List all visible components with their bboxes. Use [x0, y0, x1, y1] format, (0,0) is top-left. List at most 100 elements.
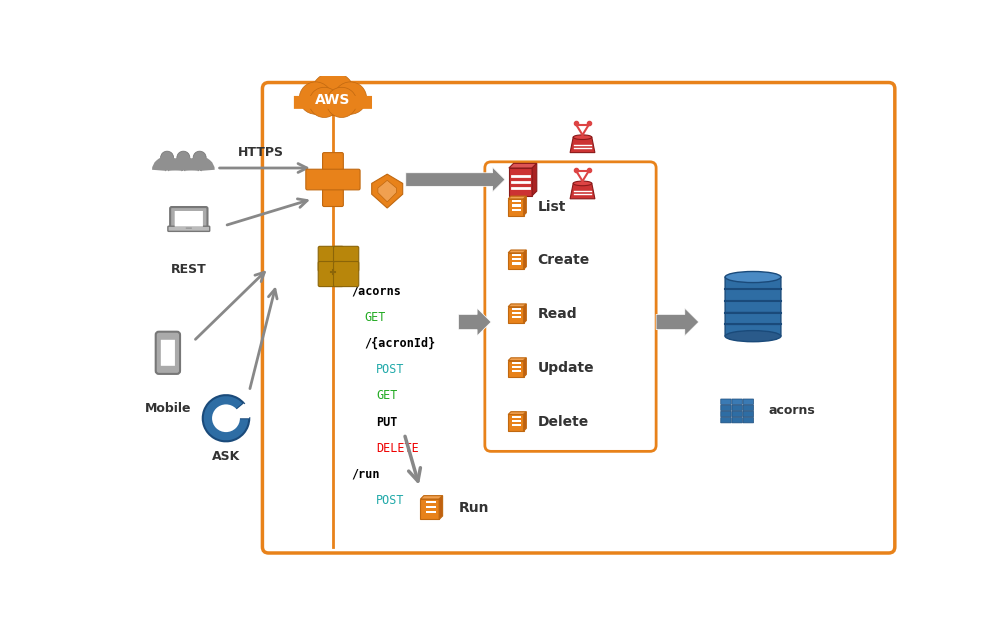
- Polygon shape: [378, 180, 397, 202]
- FancyBboxPatch shape: [743, 399, 754, 404]
- Text: Update: Update: [537, 361, 594, 375]
- Polygon shape: [523, 412, 526, 431]
- Circle shape: [160, 151, 173, 164]
- Text: acorns: acorns: [769, 404, 816, 417]
- Polygon shape: [508, 358, 526, 360]
- Ellipse shape: [725, 272, 781, 283]
- Polygon shape: [523, 250, 526, 270]
- Text: Mobile: Mobile: [144, 402, 191, 415]
- Circle shape: [177, 151, 190, 164]
- Text: Create: Create: [537, 253, 590, 267]
- Circle shape: [309, 88, 340, 117]
- Wedge shape: [202, 395, 249, 442]
- FancyBboxPatch shape: [720, 411, 731, 416]
- Polygon shape: [512, 263, 521, 265]
- FancyBboxPatch shape: [725, 289, 781, 301]
- FancyBboxPatch shape: [170, 207, 207, 230]
- Polygon shape: [459, 308, 491, 336]
- FancyBboxPatch shape: [720, 399, 731, 404]
- Polygon shape: [512, 424, 521, 427]
- Text: POST: POST: [377, 494, 405, 507]
- Polygon shape: [426, 506, 436, 508]
- FancyBboxPatch shape: [306, 169, 360, 190]
- Polygon shape: [508, 199, 523, 215]
- FancyBboxPatch shape: [743, 405, 754, 411]
- Polygon shape: [406, 167, 505, 192]
- Text: /{acronId}: /{acronId}: [364, 337, 435, 350]
- Circle shape: [300, 82, 332, 114]
- Polygon shape: [512, 362, 521, 364]
- Polygon shape: [508, 412, 526, 415]
- Polygon shape: [512, 204, 521, 207]
- Ellipse shape: [573, 135, 592, 139]
- Text: AWS: AWS: [316, 93, 351, 107]
- FancyBboxPatch shape: [155, 332, 180, 374]
- FancyBboxPatch shape: [731, 418, 742, 423]
- Polygon shape: [512, 370, 521, 372]
- Circle shape: [212, 404, 239, 432]
- Polygon shape: [421, 499, 439, 519]
- Polygon shape: [512, 200, 521, 202]
- Text: List: List: [537, 200, 566, 214]
- Polygon shape: [509, 163, 537, 168]
- FancyBboxPatch shape: [319, 261, 344, 287]
- FancyBboxPatch shape: [720, 418, 731, 423]
- Polygon shape: [439, 496, 443, 519]
- Polygon shape: [508, 304, 526, 307]
- FancyBboxPatch shape: [743, 418, 754, 423]
- FancyBboxPatch shape: [725, 324, 781, 336]
- FancyBboxPatch shape: [731, 405, 742, 411]
- FancyBboxPatch shape: [725, 277, 781, 289]
- Ellipse shape: [725, 331, 781, 341]
- Text: HTTPS: HTTPS: [237, 146, 284, 159]
- Circle shape: [334, 82, 367, 114]
- Polygon shape: [512, 312, 521, 314]
- Polygon shape: [523, 358, 526, 377]
- Text: GET: GET: [364, 311, 386, 324]
- Polygon shape: [512, 420, 521, 422]
- FancyBboxPatch shape: [720, 405, 731, 411]
- FancyBboxPatch shape: [485, 162, 656, 451]
- Polygon shape: [372, 174, 403, 208]
- FancyBboxPatch shape: [161, 340, 175, 366]
- Polygon shape: [512, 366, 521, 368]
- Text: POST: POST: [377, 364, 405, 376]
- FancyBboxPatch shape: [174, 211, 202, 227]
- Circle shape: [193, 151, 206, 164]
- Polygon shape: [532, 163, 537, 196]
- Polygon shape: [508, 250, 526, 253]
- Polygon shape: [512, 316, 521, 318]
- Polygon shape: [570, 137, 595, 152]
- Polygon shape: [508, 415, 523, 431]
- FancyBboxPatch shape: [334, 261, 359, 287]
- Polygon shape: [426, 501, 436, 503]
- Wedge shape: [226, 403, 249, 418]
- Circle shape: [312, 72, 355, 115]
- Polygon shape: [508, 253, 523, 270]
- Text: Delete: Delete: [537, 415, 589, 429]
- Text: GET: GET: [377, 389, 398, 403]
- Polygon shape: [512, 209, 521, 210]
- FancyBboxPatch shape: [725, 312, 781, 324]
- Text: Read: Read: [537, 307, 577, 321]
- FancyBboxPatch shape: [263, 83, 895, 553]
- Polygon shape: [512, 258, 521, 260]
- Text: REST: REST: [171, 263, 206, 276]
- Text: /acorns: /acorns: [352, 285, 402, 298]
- FancyBboxPatch shape: [743, 411, 754, 416]
- Circle shape: [327, 88, 357, 117]
- FancyBboxPatch shape: [725, 301, 781, 312]
- Polygon shape: [523, 304, 526, 323]
- Text: Run: Run: [459, 501, 489, 515]
- Polygon shape: [512, 416, 521, 418]
- FancyBboxPatch shape: [731, 399, 742, 404]
- Polygon shape: [509, 168, 532, 196]
- Polygon shape: [570, 183, 595, 199]
- FancyBboxPatch shape: [334, 246, 359, 272]
- Text: DELETE: DELETE: [377, 442, 419, 455]
- FancyBboxPatch shape: [323, 152, 344, 207]
- Polygon shape: [426, 511, 436, 513]
- Text: ASK: ASK: [211, 450, 240, 463]
- FancyBboxPatch shape: [168, 226, 209, 231]
- Ellipse shape: [573, 181, 592, 186]
